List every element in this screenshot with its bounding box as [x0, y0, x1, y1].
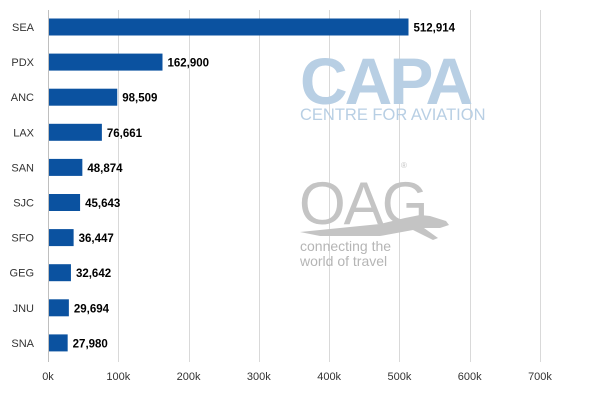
data-label: 36,447 [79, 233, 114, 245]
data-label: 512,914 [414, 23, 456, 35]
category-label: ANC [11, 92, 34, 104]
x-tick-label: 300k [247, 371, 271, 383]
bars [49, 18, 409, 352]
category-label: SAN [11, 162, 34, 174]
data-label: 76,661 [107, 128, 143, 140]
category-label: SJC [13, 198, 34, 210]
category-label: PDX [11, 57, 34, 69]
x-tick-label: 600k [458, 371, 482, 383]
x-tick-label: 400k [317, 371, 341, 383]
bar [49, 194, 81, 211]
bar [49, 88, 118, 106]
bar [49, 229, 74, 247]
data-label: 27,980 [73, 338, 108, 350]
category-label: JNU [13, 303, 34, 315]
bar [49, 123, 102, 141]
data-label: 162,900 [167, 58, 209, 70]
data-label: 29,694 [74, 303, 110, 315]
category-label: GEG [10, 268, 34, 280]
oag-watermark: OAG ® connecting the world of travel [299, 161, 449, 269]
oag-tagline-line-1: connecting the [300, 238, 391, 254]
category-label: SEA [12, 22, 35, 34]
capa-watermark: CAPA CENTRE FOR AVIATION [300, 44, 486, 124]
category-label: LAX [13, 127, 34, 139]
bar [49, 264, 71, 282]
labels: 0k 100k 200k 300k 400k 500k 600k 700k SEA 512,914… [10, 22, 553, 383]
category-label: SNA [11, 338, 34, 350]
x-tick-label: 500k [387, 371, 411, 383]
registered-mark-icon: ® [401, 161, 407, 170]
data-label: 48,874 [87, 163, 123, 175]
bar [49, 158, 83, 176]
bar [49, 334, 68, 352]
x-tick-label: 100k [106, 371, 130, 383]
data-label: 45,643 [85, 198, 120, 210]
x-tick-label: 200k [177, 371, 201, 383]
data-label: 32,642 [76, 268, 111, 280]
x-tick-label: 0k [42, 371, 54, 383]
category-label: SFO [11, 233, 34, 245]
capa-logo: CAPA [300, 44, 471, 118]
x-tick-label: 700k [528, 371, 552, 383]
bar [49, 299, 69, 317]
bar [49, 18, 409, 36]
oag-tagline-line-2: world of travel [299, 253, 387, 269]
airplane-icon [300, 215, 449, 240]
bar [49, 53, 163, 71]
capa-subtitle: CENTRE FOR AVIATION [300, 106, 486, 124]
data-label: 98,509 [122, 93, 157, 105]
